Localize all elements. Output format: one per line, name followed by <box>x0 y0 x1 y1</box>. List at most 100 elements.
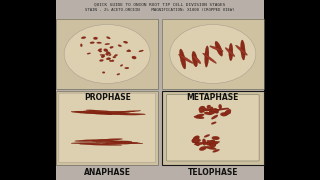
Ellipse shape <box>79 144 122 145</box>
Text: PROPHASE: PROPHASE <box>84 93 131 102</box>
Ellipse shape <box>103 142 138 144</box>
Ellipse shape <box>208 109 220 111</box>
Ellipse shape <box>120 64 123 66</box>
Ellipse shape <box>93 111 135 114</box>
Ellipse shape <box>205 146 216 150</box>
Ellipse shape <box>193 136 199 140</box>
Ellipse shape <box>100 111 141 114</box>
Ellipse shape <box>106 51 110 54</box>
Ellipse shape <box>114 54 117 57</box>
Ellipse shape <box>139 50 143 52</box>
Ellipse shape <box>192 139 201 142</box>
Ellipse shape <box>207 105 211 108</box>
Ellipse shape <box>210 144 216 147</box>
Ellipse shape <box>199 106 205 112</box>
Ellipse shape <box>194 142 204 145</box>
Ellipse shape <box>193 55 201 64</box>
Ellipse shape <box>97 42 101 44</box>
Ellipse shape <box>204 108 210 111</box>
Bar <box>56 91 158 165</box>
Ellipse shape <box>199 108 206 113</box>
Ellipse shape <box>212 136 220 140</box>
Bar <box>162 19 264 89</box>
Ellipse shape <box>76 111 113 115</box>
Bar <box>56 0 264 180</box>
Ellipse shape <box>117 73 120 75</box>
Ellipse shape <box>205 142 216 146</box>
Ellipse shape <box>217 108 229 110</box>
Ellipse shape <box>210 46 223 51</box>
Ellipse shape <box>179 54 193 63</box>
Ellipse shape <box>107 58 111 60</box>
Ellipse shape <box>90 42 94 44</box>
Ellipse shape <box>220 112 228 116</box>
Ellipse shape <box>113 56 116 58</box>
Ellipse shape <box>102 55 105 57</box>
Ellipse shape <box>208 140 215 144</box>
Bar <box>56 19 158 89</box>
Ellipse shape <box>110 46 113 48</box>
Ellipse shape <box>93 37 98 40</box>
Ellipse shape <box>108 113 146 115</box>
Ellipse shape <box>196 114 204 117</box>
Ellipse shape <box>212 149 220 152</box>
Ellipse shape <box>87 53 91 54</box>
Ellipse shape <box>210 141 220 145</box>
Ellipse shape <box>83 111 118 114</box>
Ellipse shape <box>105 43 110 45</box>
Ellipse shape <box>104 49 108 52</box>
FancyBboxPatch shape <box>166 95 259 161</box>
Ellipse shape <box>100 59 103 61</box>
Ellipse shape <box>241 40 245 60</box>
Ellipse shape <box>203 53 216 63</box>
Ellipse shape <box>109 60 113 62</box>
Ellipse shape <box>229 43 233 61</box>
Ellipse shape <box>106 53 108 55</box>
Text: STAIN - 2% ACETO-ORCEIN     MAGNIFICATION: X1000 (CROPPED VIEW): STAIN - 2% ACETO-ORCEIN MAGNIFICATION: X… <box>85 8 235 12</box>
Ellipse shape <box>64 24 150 84</box>
Ellipse shape <box>81 37 86 39</box>
Ellipse shape <box>213 108 219 113</box>
Ellipse shape <box>236 45 247 55</box>
Ellipse shape <box>207 140 217 144</box>
Ellipse shape <box>71 142 104 144</box>
Bar <box>162 91 264 165</box>
Ellipse shape <box>204 134 210 137</box>
Ellipse shape <box>215 41 223 56</box>
Ellipse shape <box>132 56 136 59</box>
Ellipse shape <box>125 67 129 69</box>
Ellipse shape <box>107 58 110 60</box>
Ellipse shape <box>204 112 212 115</box>
Ellipse shape <box>111 141 143 144</box>
Ellipse shape <box>194 116 204 119</box>
Ellipse shape <box>209 107 213 113</box>
Ellipse shape <box>211 140 215 145</box>
Ellipse shape <box>199 146 206 151</box>
Ellipse shape <box>112 60 114 62</box>
Bar <box>162 19 264 89</box>
Ellipse shape <box>210 110 215 114</box>
Ellipse shape <box>225 111 231 114</box>
Ellipse shape <box>95 141 132 143</box>
FancyBboxPatch shape <box>59 93 156 163</box>
Ellipse shape <box>205 46 209 67</box>
Ellipse shape <box>180 49 186 69</box>
Ellipse shape <box>206 141 218 145</box>
Ellipse shape <box>71 111 104 114</box>
Ellipse shape <box>170 24 256 84</box>
Bar <box>56 91 158 165</box>
Ellipse shape <box>192 136 199 143</box>
Text: METAPHASE: METAPHASE <box>187 93 239 102</box>
Ellipse shape <box>102 72 105 73</box>
Ellipse shape <box>225 109 231 114</box>
Ellipse shape <box>109 54 111 56</box>
Ellipse shape <box>101 55 104 58</box>
Ellipse shape <box>195 140 200 146</box>
Ellipse shape <box>219 104 222 109</box>
Ellipse shape <box>92 139 123 142</box>
Ellipse shape <box>124 41 128 43</box>
Ellipse shape <box>225 48 235 57</box>
Ellipse shape <box>107 37 110 39</box>
Bar <box>56 19 158 89</box>
Ellipse shape <box>99 51 102 52</box>
